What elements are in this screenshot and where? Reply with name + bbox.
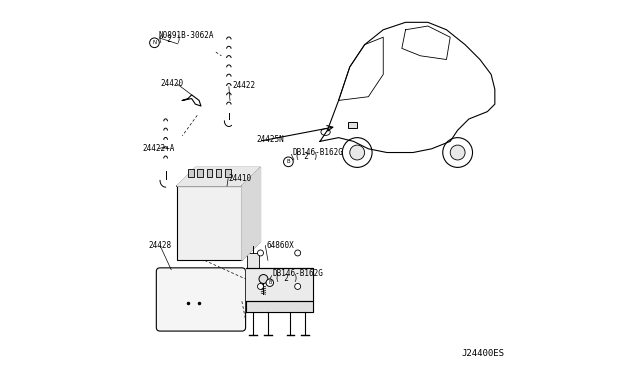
- Text: DB146-B162G: DB146-B162G: [273, 269, 323, 278]
- Bar: [188, 169, 193, 177]
- Bar: [248, 253, 259, 268]
- Circle shape: [443, 138, 472, 167]
- Circle shape: [294, 250, 301, 256]
- Bar: [348, 122, 357, 128]
- Text: N: N: [152, 40, 157, 45]
- Text: J24400ES: J24400ES: [461, 349, 504, 358]
- Text: ( 2 ): ( 2 ): [275, 274, 298, 283]
- Circle shape: [259, 275, 268, 283]
- Bar: [225, 169, 231, 177]
- Polygon shape: [177, 167, 260, 186]
- Text: N0891B-3062A: N0891B-3062A: [158, 31, 214, 40]
- Text: DB146-B162G: DB146-B162G: [292, 148, 343, 157]
- Bar: [197, 169, 203, 177]
- Text: ( 2 ): ( 2 ): [158, 35, 181, 44]
- Text: B: B: [268, 280, 271, 285]
- Text: 24425N: 24425N: [257, 135, 285, 144]
- Text: B: B: [287, 159, 290, 164]
- Text: 24410: 24410: [229, 174, 252, 183]
- Bar: [207, 169, 212, 177]
- Text: 24422: 24422: [232, 81, 256, 90]
- Polygon shape: [246, 268, 312, 301]
- Circle shape: [150, 38, 159, 48]
- Text: 24420: 24420: [160, 79, 183, 88]
- Circle shape: [342, 138, 372, 167]
- FancyBboxPatch shape: [156, 268, 246, 331]
- FancyBboxPatch shape: [177, 186, 242, 260]
- Circle shape: [294, 283, 301, 289]
- Text: 24428: 24428: [149, 241, 172, 250]
- Circle shape: [266, 279, 273, 286]
- Circle shape: [257, 283, 264, 289]
- Circle shape: [349, 145, 365, 160]
- Text: 24422+A: 24422+A: [142, 144, 175, 153]
- Circle shape: [450, 145, 465, 160]
- Text: ( 2 ): ( 2 ): [294, 153, 318, 161]
- Text: 64860X: 64860X: [266, 241, 294, 250]
- Circle shape: [257, 250, 264, 256]
- Polygon shape: [242, 167, 260, 260]
- Polygon shape: [246, 301, 312, 312]
- Ellipse shape: [321, 129, 330, 135]
- Bar: [216, 169, 221, 177]
- Circle shape: [284, 157, 293, 167]
